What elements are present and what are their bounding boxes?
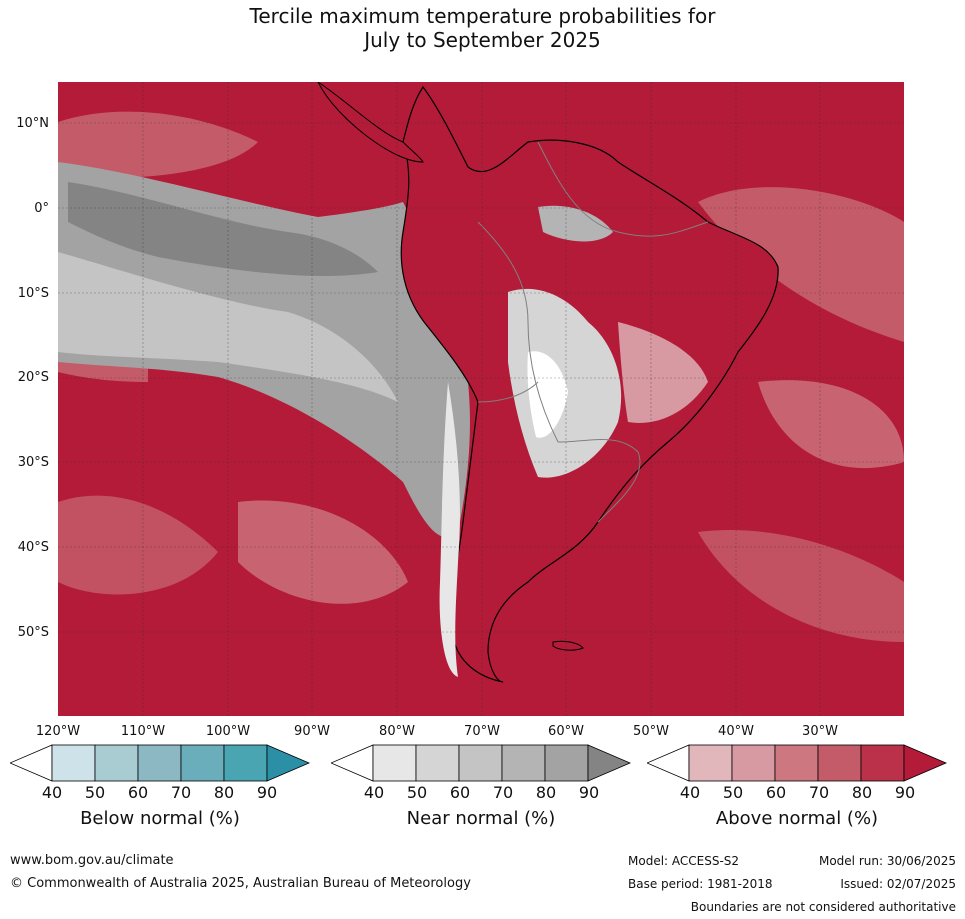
legend-swatch-0 bbox=[647, 744, 690, 782]
legend3-tick-60: 60 bbox=[765, 783, 787, 802]
lon-label-100w: 100°W bbox=[205, 724, 251, 739]
lat-label-50s: 50°S bbox=[17, 625, 49, 640]
country-border bbox=[477, 381, 539, 403]
legend3-tick-40: 40 bbox=[679, 783, 701, 802]
probability-map bbox=[58, 82, 904, 716]
lat-label-10n: 10°N bbox=[16, 116, 49, 131]
legend-below-normal bbox=[10, 744, 310, 782]
legend1-tick-60: 60 bbox=[127, 783, 149, 802]
legend-swatch-5 bbox=[223, 744, 268, 782]
legend-swatch-5 bbox=[544, 744, 589, 782]
lon-label-80w: 80°W bbox=[379, 724, 415, 739]
copyright-text: © Commonwealth of Australia 2025, Austra… bbox=[10, 876, 471, 891]
legend3-tick-80: 80 bbox=[851, 783, 873, 802]
legend-swatch-2 bbox=[94, 744, 139, 782]
legend-swatch-0 bbox=[10, 744, 53, 782]
legend-swatch-6 bbox=[587, 744, 631, 782]
pink-patch bbox=[698, 187, 904, 342]
pink-patch bbox=[238, 500, 408, 604]
legend-swatch-3 bbox=[458, 744, 503, 782]
lat-label-30s: 30°S bbox=[17, 455, 49, 470]
lon-label-50w: 50°W bbox=[633, 724, 669, 739]
legend1-tick-70: 70 bbox=[170, 783, 192, 802]
falkland-islands bbox=[552, 640, 584, 651]
legend-swatch-4 bbox=[501, 744, 546, 782]
legend-swatch-3 bbox=[137, 744, 182, 782]
legend-swatch-6 bbox=[266, 744, 310, 782]
andes-strip bbox=[439, 382, 460, 677]
disclaimer-text: Boundaries are not considered authoritat… bbox=[690, 900, 956, 914]
legend1-tick-80: 80 bbox=[213, 783, 235, 802]
near-normal-core bbox=[527, 351, 568, 438]
country-border bbox=[557, 439, 641, 523]
base-period-text: Base period: 1981-2018 bbox=[628, 877, 773, 891]
legend2-tick-40: 40 bbox=[363, 783, 385, 802]
legend2-tick-90: 90 bbox=[578, 783, 600, 802]
legend-swatch-2 bbox=[731, 744, 776, 782]
legend-above-normal bbox=[647, 744, 947, 782]
legend3-tick-70: 70 bbox=[808, 783, 830, 802]
legend-swatch-1 bbox=[372, 744, 417, 782]
lat-label-40s: 40°S bbox=[17, 540, 49, 555]
pink-patch bbox=[58, 111, 258, 179]
near-normal-band-dark bbox=[68, 182, 378, 277]
map-title: Tercile maximum temperature probabilitie… bbox=[0, 4, 965, 52]
lon-label-70w: 70°W bbox=[464, 724, 500, 739]
legend-near-normal-title: Near normal (%) bbox=[406, 808, 556, 829]
lat-label-10s: 10°S bbox=[17, 286, 49, 301]
legend-above-normal-title: Above normal (%) bbox=[715, 808, 879, 829]
pink-patch bbox=[758, 380, 904, 469]
legend-swatch-4 bbox=[180, 744, 225, 782]
title-line-1: Tercile maximum temperature probabilitie… bbox=[249, 4, 716, 28]
legend-swatch-0 bbox=[331, 744, 374, 782]
graticule bbox=[58, 82, 904, 716]
legend-below-normal-title: Below normal (%) bbox=[80, 808, 240, 829]
legend-swatch-1 bbox=[51, 744, 96, 782]
legend-swatch-2 bbox=[415, 744, 460, 782]
lon-label-30w: 30°W bbox=[802, 724, 838, 739]
legend3-tick-90: 90 bbox=[894, 783, 916, 802]
lon-label-110w: 110°W bbox=[120, 724, 166, 739]
website-link[interactable]: www.bom.gov.au/climate bbox=[10, 853, 174, 868]
country-border bbox=[477, 221, 559, 443]
lat-label-0: 0° bbox=[34, 201, 49, 216]
above-light-interior bbox=[618, 322, 708, 423]
legend-swatch-6 bbox=[903, 744, 947, 782]
issued-text: Issued: 02/07/2025 bbox=[840, 877, 956, 891]
legend-near-normal bbox=[331, 744, 631, 782]
legend-swatch-1 bbox=[688, 744, 733, 782]
lon-label-60w: 60°W bbox=[548, 724, 584, 739]
country-border bbox=[537, 141, 709, 237]
model-text: Model: ACCESS-S2 bbox=[628, 854, 740, 868]
lat-label-20s: 20°S bbox=[17, 370, 49, 385]
legend2-tick-80: 80 bbox=[535, 783, 557, 802]
map-svg bbox=[58, 82, 904, 716]
legend1-tick-40: 40 bbox=[41, 783, 63, 802]
legend-swatch-3 bbox=[774, 744, 819, 782]
lon-label-120w: 120°W bbox=[35, 724, 81, 739]
legend2-tick-70: 70 bbox=[492, 783, 514, 802]
lon-label-40w: 40°W bbox=[718, 724, 754, 739]
title-line-2: July to September 2025 bbox=[364, 28, 601, 52]
legend3-tick-50: 50 bbox=[722, 783, 744, 802]
legend1-tick-90: 90 bbox=[256, 783, 278, 802]
legend2-tick-50: 50 bbox=[406, 783, 428, 802]
near-normal-northern bbox=[538, 205, 613, 242]
model-run-text: Model run: 30/06/2025 bbox=[818, 854, 956, 868]
legend-swatch-5 bbox=[860, 744, 905, 782]
pink-patch bbox=[698, 530, 904, 642]
legend2-tick-60: 60 bbox=[449, 783, 471, 802]
legend1-tick-50: 50 bbox=[84, 783, 106, 802]
pink-patch bbox=[58, 495, 218, 595]
lon-label-90w: 90°W bbox=[294, 724, 330, 739]
legend-swatch-4 bbox=[817, 744, 862, 782]
